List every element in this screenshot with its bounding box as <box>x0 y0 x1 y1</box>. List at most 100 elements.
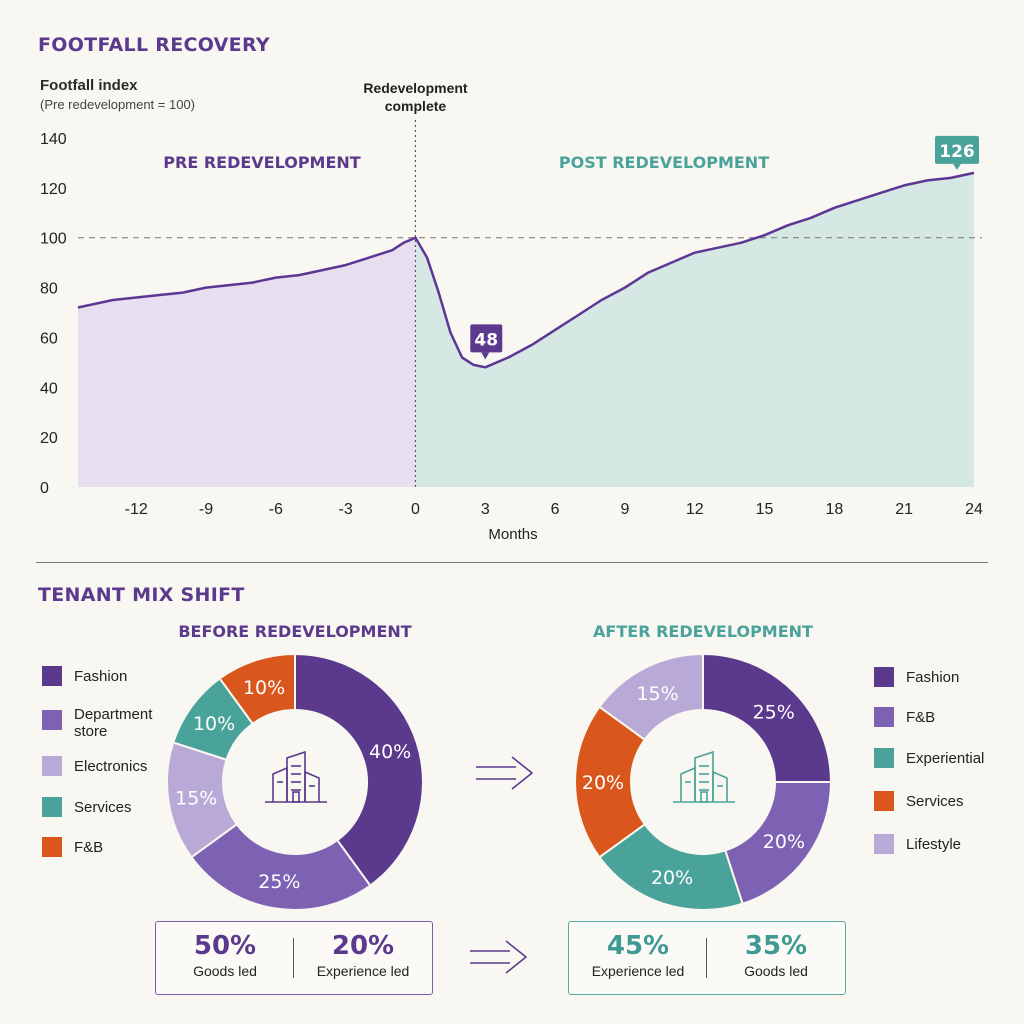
slice-value-label: 25% <box>753 701 795 723</box>
legend-label: F&B <box>74 839 103 856</box>
x-tick-label: 0 <box>411 501 420 518</box>
legend-label: Fashion <box>74 668 127 685</box>
building-left <box>272 766 288 802</box>
x-tick-label: -3 <box>339 501 353 518</box>
end-callout-label: 126 <box>939 142 975 162</box>
y-tick-label: 140 <box>40 131 67 148</box>
x-tick-label: 3 <box>481 501 490 518</box>
legend-swatch <box>42 756 62 776</box>
donut-slice <box>218 652 296 726</box>
donut-slice <box>294 652 424 887</box>
legend-swatch <box>874 667 894 687</box>
pre-region-label: PRE REDEVELOPMENT <box>163 153 361 172</box>
legend-label: Department <box>74 706 153 723</box>
x-axis-title: Months <box>488 526 537 543</box>
legend-swatch <box>874 791 894 811</box>
y-tick-label: 20 <box>40 430 58 447</box>
after-summary-experience: 45% Experience led <box>569 930 707 980</box>
building-icon <box>265 750 327 803</box>
before-summary-experience: 20% Experience led <box>294 930 432 980</box>
legend-label: Lifestyle <box>906 836 961 853</box>
min-callout-pointer <box>481 352 490 360</box>
donut-slice <box>190 822 372 911</box>
post-region-label: POST REDEVELOPMENT <box>559 153 769 172</box>
min-callout-box <box>470 324 503 353</box>
y-tick-label: 60 <box>40 330 58 347</box>
tenant-mix-section-title: TENANT MIX SHIFT <box>38 584 245 606</box>
post-area-fill <box>415 172 974 487</box>
summary-label: Experience led <box>591 963 685 979</box>
summary-label: Goods led <box>193 963 257 979</box>
summary-label: Experience led <box>316 963 410 979</box>
donut-slice <box>598 822 744 911</box>
legend-swatch <box>42 666 62 686</box>
y-tick-label: 100 <box>40 231 67 248</box>
slice-value-label: 20% <box>763 831 805 853</box>
building-door <box>292 791 300 803</box>
footfall-series-line <box>77 171 975 369</box>
mix-shift-arrow-icon <box>476 756 533 790</box>
x-tick-label: -6 <box>269 501 283 518</box>
slice-value-label: 15% <box>636 683 678 705</box>
legend-label: Experiential <box>906 750 984 767</box>
y-tick-label: 40 <box>40 380 58 397</box>
slice-value-label: 20% <box>582 772 624 794</box>
summary-value: 20% <box>331 931 395 961</box>
slice-value-label: 25% <box>258 871 300 893</box>
x-tick-label: -12 <box>125 501 148 518</box>
before-donut-title: BEFORE REDEVELOPMENT <box>178 622 411 641</box>
slice-value-label: 15% <box>175 788 217 810</box>
marker-label: Redevelopment <box>363 80 468 96</box>
y-tick-label: 0 <box>40 480 49 497</box>
slice-value-label: 40% <box>369 741 411 763</box>
legend-swatch <box>42 710 62 730</box>
end-callout-pointer <box>953 163 961 170</box>
building-center <box>694 750 714 802</box>
x-tick-label: 15 <box>756 501 774 518</box>
before-summary-box: 50% Goods led 20% Experience led <box>155 921 433 995</box>
donut-slice <box>166 741 239 859</box>
legend-swatch <box>874 834 894 854</box>
after-summary-goods: 35% Goods led <box>707 930 845 980</box>
building-left <box>680 766 696 802</box>
summary-value: 50% <box>193 931 257 961</box>
section-divider <box>36 562 988 563</box>
donut-slice <box>574 705 647 859</box>
x-tick-label: 9 <box>620 501 629 518</box>
before-summary-goods: 50% Goods led <box>156 930 294 980</box>
slice-value-label: 10% <box>193 713 235 735</box>
summary-separator <box>706 938 707 978</box>
after-summary-box: 45% Experience led 35% Goods led <box>568 921 846 995</box>
building-center <box>286 750 306 802</box>
x-tick-label: 12 <box>686 501 704 518</box>
donut-slice <box>172 677 255 762</box>
legend-label: Electronics <box>74 758 147 775</box>
donut-slice <box>702 652 833 783</box>
building-icon <box>673 750 735 803</box>
slice-value-label: 20% <box>651 867 693 889</box>
legend-label: Fashion <box>906 669 959 686</box>
legend-swatch <box>42 797 62 817</box>
before-donut: BEFORE REDEVELOPMENT 40% 25% 15% 10% 10% Fashi… <box>42 622 424 911</box>
building-door <box>700 791 708 803</box>
building-right <box>304 770 320 802</box>
legend-label: F&B <box>906 709 935 726</box>
y-axis-title: Footfall index <box>40 77 138 94</box>
after-donut-title: AFTER REDEVELOPMENT <box>593 622 813 641</box>
x-tick-label: 21 <box>895 501 913 518</box>
after-donut: AFTER REDEVELOPMENT 25% 20% 20% 20% 15% Fashio… <box>574 622 984 911</box>
donut-slice <box>723 781 833 905</box>
x-tick-label: 18 <box>825 501 843 518</box>
donut-slice <box>598 652 704 742</box>
legend-swatch <box>874 707 894 727</box>
x-tick-label: 24 <box>965 501 983 518</box>
legend-label: store <box>74 723 107 740</box>
legend-label: Services <box>906 793 964 810</box>
slice-value-label: 10% <box>243 677 285 699</box>
legend-label: Services <box>74 799 132 816</box>
footfall-line-chart: 0 20 40 60 80 100 120 140 -12 -9 -6 -3 0 3 6 9 12 15 18 21 2… <box>40 80 983 543</box>
summary-value: 35% <box>744 931 808 961</box>
pre-area-fill <box>78 237 416 487</box>
y-tick-label: 120 <box>40 181 67 198</box>
y-axis-subtitle: (Pre redevelopment = 100) <box>40 97 196 112</box>
